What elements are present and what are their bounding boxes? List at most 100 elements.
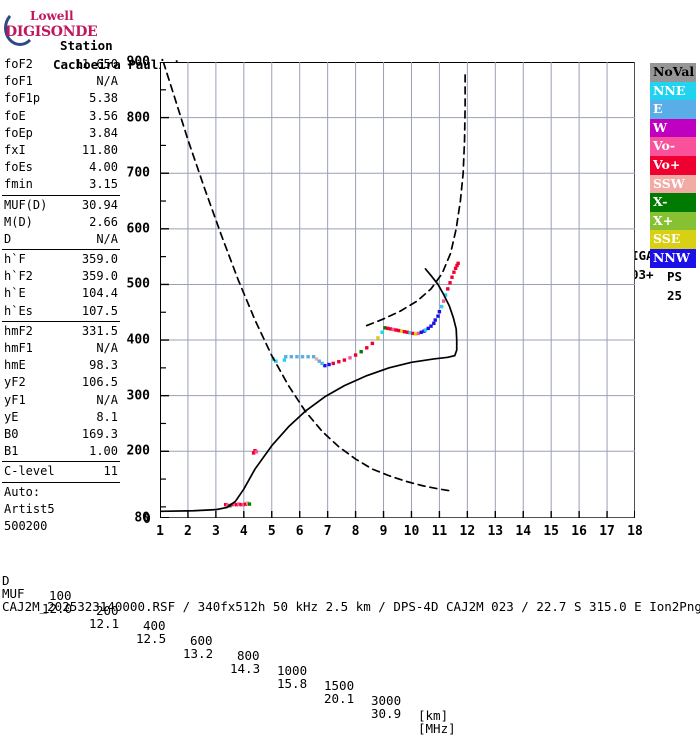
parameter-row-d: D N/A <box>2 231 120 248</box>
x-tick-label: 5 <box>267 524 276 539</box>
footer-muf-key: MUF <box>2 586 25 601</box>
series-isolated-es-blob <box>251 449 259 455</box>
parameter-value: N/A <box>96 341 118 355</box>
parameter-divider-4 <box>2 461 120 463</box>
x-tick-label: 8 <box>351 524 360 539</box>
parameter-row-fof1: foF1 N/A <box>2 73 120 90</box>
ionogram-plot[interactable] <box>160 62 635 518</box>
parameter-note-text: Auto: <box>4 484 41 499</box>
parameter-row-hme: hmE 98.3 <box>2 357 120 374</box>
footer-muf-v3: 13.2 <box>183 646 214 661</box>
parameter-row-b0: B0 169.3 <box>2 426 120 443</box>
parameter-value: 11.650 <box>74 57 118 71</box>
parameter-divider-3 <box>2 320 120 322</box>
parameter-value: 30.94 <box>81 197 118 212</box>
header-labels-row: Station YYYY DAY DDD HHMMSS P1 FFS S AXN… <box>0 14 700 284</box>
parameter-row-fof1p: foF1p 5.38 <box>2 90 120 107</box>
parameter-value: 107.5 <box>81 303 118 318</box>
parameter-group-virtual-heights: h`F 359.0 h`F2 359.0 h`E 104.4 h`Es 107.5 <box>2 251 120 320</box>
footer-d-key: D <box>2 573 10 588</box>
legend-item-vo[interactable]: Vo+ <box>650 155 696 175</box>
parameter-divider-5 <box>2 481 120 483</box>
legend-item-nnw[interactable]: NNW <box>650 248 696 268</box>
series-muf-dashed-curve <box>162 62 455 493</box>
x-tick-label: 3 <box>211 524 220 539</box>
parameter-key: foF1p <box>4 91 41 106</box>
legend-item-vo[interactable]: Vo- <box>650 137 696 156</box>
ionogram-page: Lowell DIGISONDE Station YYYY DAY DDD HH… <box>0 9 700 736</box>
header-value-iga: 03+ <box>631 267 654 282</box>
legend-item-w[interactable]: W <box>650 118 696 138</box>
parameter-note: 500200 <box>2 518 120 535</box>
legend-item-nne[interactable]: NNE <box>650 81 696 101</box>
parameter-row-foe: foE 3.56 <box>2 108 120 125</box>
footer-muf-v1: 12.1 <box>89 616 120 631</box>
legend-item-x[interactable]: X+ <box>650 211 696 231</box>
footer-filename: CAJ2M_2025323140000.RSF / 340fx512h 50 k… <box>2 599 700 614</box>
parameter-key: fxI <box>4 142 26 157</box>
legend-item-ssw[interactable]: SSW <box>650 174 696 194</box>
parameter-key: foE <box>4 108 26 123</box>
y-tick-label: 80 <box>134 510 150 526</box>
y-tick-label: 900 <box>126 54 150 70</box>
parameter-row-fxi: fxI 11.80 <box>2 142 120 159</box>
y-tick-label: 700 <box>126 165 150 181</box>
logo-arc-icon <box>4 10 36 46</box>
parameter-key: C-level <box>4 464 55 479</box>
polarization-legend[interactable]: NoVal NNE E W Vo- Vo+ SSW X- X+ SSE NNW <box>650 63 696 268</box>
parameter-key: yF2 <box>4 375 26 390</box>
series-muf-dashed-curve-upper-branch <box>365 72 466 327</box>
x-tick-label: 11 <box>431 524 448 539</box>
header-label-iga: IGA <box>631 248 654 263</box>
parameter-value: N/A <box>96 74 118 89</box>
parameter-note: Artist5 <box>2 501 120 518</box>
parameter-key: hmE <box>4 358 26 373</box>
header-table: Station YYYY DAY DDD HHMMSS P1 FFS S AXN… <box>0 14 700 303</box>
parameter-key: foF1 <box>4 74 33 89</box>
parameter-key: B1 <box>4 444 19 459</box>
parameter-key: foF2 <box>4 57 33 71</box>
parameter-value: N/A <box>96 392 118 407</box>
y-tick-label: 200 <box>126 443 150 459</box>
series-f2-trace-low-frequency-tail <box>323 330 384 368</box>
parameter-value: N/A <box>96 231 118 246</box>
legend-item-x[interactable]: X- <box>650 193 696 212</box>
parameter-value: 4.00 <box>89 160 118 175</box>
parameter-key: foEp <box>4 125 33 140</box>
legend-item-noval[interactable]: NoVal <box>650 63 696 82</box>
parameter-key: hmF1 <box>4 341 33 355</box>
footer-muf-v5: 15.8 <box>277 676 308 691</box>
parameter-note-text: 500200 <box>4 518 48 533</box>
parameter-row-ye: yE 8.1 <box>2 409 120 426</box>
parameter-value: 331.5 <box>81 323 118 338</box>
parameter-divider-1 <box>2 194 120 196</box>
logo-lowell-text: Lowell <box>30 9 74 23</box>
parameter-group-frequencies: foF2 11.650 foF1 N/A foF1p 5.38 foE 3.56 foEp 3.8… <box>2 56 120 194</box>
parameter-key: h`F2 <box>4 269 33 284</box>
logo-digisonde-text: DIGISONDE <box>5 24 98 40</box>
parameter-row-hmf2: hmF2 331.5 <box>2 323 120 340</box>
parameter-key: M(D) <box>4 214 33 229</box>
parameter-row-fof2: foF2 11.650 <box>2 56 120 73</box>
parameter-row-muf-d-: MUF(D) 30.94 <box>2 197 120 214</box>
parameter-key: foEs <box>4 160 33 175</box>
parameter-key: h`F <box>4 252 26 267</box>
parameter-key: D <box>4 231 12 246</box>
x-tick-label: 15 <box>543 524 559 539</box>
legend-item-e[interactable]: E <box>650 100 696 119</box>
y-tick-label: 500 <box>126 276 150 292</box>
header-label-station: Station <box>60 38 113 53</box>
x-tick-label: 6 <box>295 524 304 539</box>
legend-item-sse[interactable]: SSE <box>650 230 696 249</box>
parameter-panel: foF2 11.650 foF1 N/A foF1p 5.38 foE 3.56 foEp 3.8… <box>2 56 120 535</box>
parameter-key: B0 <box>4 426 19 441</box>
parameter-row-foes: foEs 4.00 <box>2 159 120 176</box>
parameter-row-b1: B1 1.00 <box>2 443 120 460</box>
parameter-row-foep: foEp 3.84 <box>2 125 120 142</box>
series-f2-trace-ordinary-extraordinary-echoes <box>383 261 460 336</box>
x-tick-label: 1 <box>156 524 164 539</box>
footer-muf-v7: 30.9 <box>371 706 402 721</box>
parameter-note-text: Artist5 <box>4 501 55 516</box>
footer-file-row: CAJ2M_2025323140000.RSF / 340fx512h 50 k… <box>2 584 700 629</box>
x-tick-label: 12 <box>459 524 476 539</box>
